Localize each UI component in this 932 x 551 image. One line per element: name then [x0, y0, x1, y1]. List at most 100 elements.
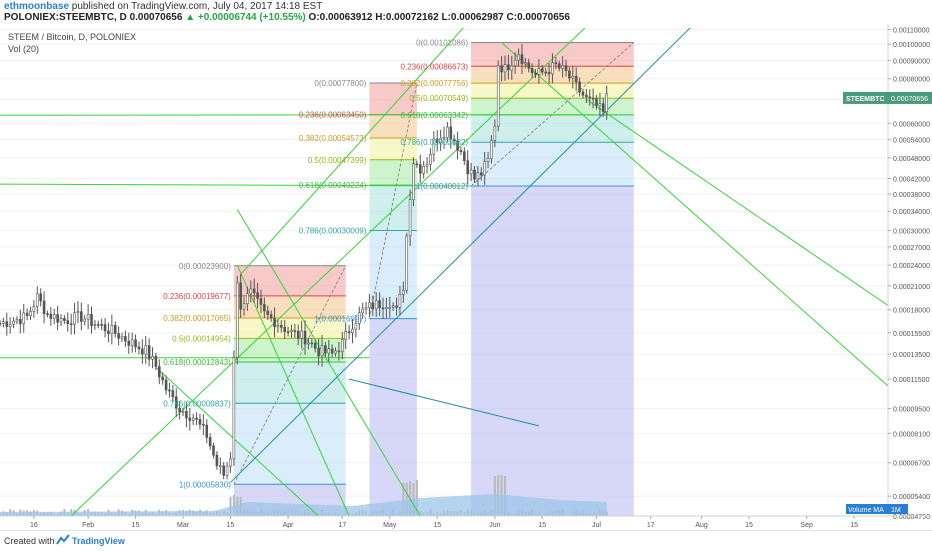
- pane-legend: STEEM / Bitcoin, D, POLONIEX Vol (20): [8, 31, 136, 55]
- symbol: POLONIEX:STEEMBTC, D: [4, 12, 127, 23]
- fib-level-label: 0.236(0.00086673): [400, 62, 468, 71]
- candle-body: [409, 200, 411, 236]
- ohlc-open: O:0.00063912: [309, 12, 373, 23]
- candle-body: [392, 306, 394, 307]
- candle-body: [501, 66, 503, 72]
- symbol-line: POLONIEX:STEEMBTC, D 0.00070656 ▲ +0.000…: [4, 12, 570, 23]
- volume-ma-label: Volume MA: [848, 507, 884, 514]
- candle-body: [243, 304, 245, 309]
- candle-body: [216, 455, 218, 466]
- candle-body: [263, 304, 265, 311]
- x-tick-label: Jun: [489, 522, 500, 529]
- candle-body: [101, 324, 103, 325]
- candle-body: [121, 336, 123, 338]
- candle-body: [504, 65, 506, 72]
- candle-body: [467, 161, 469, 174]
- candle-body: [53, 314, 55, 318]
- tradingview-logo-icon: [56, 534, 70, 546]
- candle-body: [246, 294, 248, 304]
- candle-body: [124, 336, 126, 341]
- candle-body: [558, 64, 560, 68]
- y-tick-label: 0.00021000: [893, 284, 930, 291]
- candle-body: [111, 325, 113, 334]
- candle-body: [528, 63, 530, 69]
- candle-body: [155, 356, 157, 366]
- candle-body: [385, 307, 387, 308]
- footer: Created with TradingView: [0, 530, 932, 551]
- y-tick-label: 0.00009500: [893, 407, 930, 414]
- fib-level-label: 0.5(0.00047399): [308, 156, 367, 165]
- candle-body: [67, 321, 69, 324]
- candle-body: [572, 76, 574, 78]
- candle-body: [179, 408, 181, 412]
- y-tick-label: 0.00080000: [893, 77, 930, 84]
- candle-body: [274, 318, 276, 327]
- candle-body: [301, 331, 303, 338]
- candle-body: [602, 104, 604, 112]
- chart-header: ethmoonbase published on TradingView.com…: [0, 0, 932, 24]
- y-tick-label: 0.00090000: [893, 58, 930, 65]
- candle-body: [521, 55, 523, 64]
- brand-name[interactable]: TradingView: [72, 536, 125, 546]
- y-tick-label: 0.00005400: [893, 494, 930, 501]
- candle-body: [480, 173, 482, 175]
- candle-body: [318, 348, 320, 356]
- candle-body: [280, 325, 282, 327]
- candle-body: [40, 294, 42, 301]
- y-tick-label: 0.00006700: [893, 461, 930, 468]
- candle-body: [233, 358, 235, 459]
- candle-body: [297, 331, 299, 338]
- candle-body: [223, 466, 225, 476]
- candle-body: [429, 154, 431, 164]
- ohlc-close: C:0.00070656: [507, 12, 570, 23]
- candle-body: [257, 293, 259, 299]
- x-tick-label: Aug: [695, 522, 708, 529]
- candle-body: [324, 346, 326, 353]
- candle-body: [446, 127, 448, 137]
- y-tick-label: 0.00018000: [893, 308, 930, 315]
- fib-zone: [471, 186, 634, 516]
- candle-body: [419, 165, 421, 174]
- candle-body: [253, 289, 255, 293]
- price-chart[interactable]: 0(0.00023900)0.236(0.00019677)0.382(0.00…: [0, 24, 932, 530]
- candle-body: [172, 391, 174, 397]
- symbol-tag-label: STEEMBTC: [846, 96, 885, 103]
- candle-body: [497, 66, 499, 126]
- candle-body: [531, 68, 533, 72]
- candle-body: [30, 311, 32, 315]
- x-tick-label: Jul: [592, 522, 601, 529]
- candle-body: [270, 315, 272, 318]
- candle-body: [490, 140, 492, 158]
- y-tick-label: 0.00024000: [893, 263, 930, 270]
- candle-body: [463, 152, 465, 161]
- candle-body: [152, 356, 154, 359]
- fib-zone: [234, 403, 346, 484]
- x-tick-label: 15: [227, 522, 235, 529]
- candle-body: [338, 351, 340, 352]
- candle-body: [477, 173, 479, 179]
- candle-body: [94, 324, 96, 325]
- candle-body: [484, 162, 486, 175]
- x-tick-label: 15: [132, 522, 140, 529]
- candle-body: [219, 466, 221, 467]
- x-tick-label: 17: [647, 522, 655, 529]
- author-link[interactable]: ethmoonbase: [4, 1, 69, 12]
- volume-ma-value: 1M: [891, 507, 901, 514]
- fib-level-label: 0.5(0.00014954): [172, 334, 231, 343]
- candle-body: [168, 390, 170, 391]
- fib-level-label: 0(0.00101086): [416, 38, 468, 47]
- candle-body: [335, 351, 337, 353]
- published-text: published on TradingView.com, July 04, 2…: [72, 1, 323, 12]
- y-tick-label: 0.00042000: [893, 176, 930, 183]
- fib-level-label: 0.382(0.00077756): [400, 79, 468, 88]
- candle-body: [74, 313, 76, 325]
- y-tick-label: 0.00013500: [893, 352, 930, 359]
- candle-body: [541, 69, 543, 72]
- candle-body: [460, 150, 462, 151]
- candle-body: [277, 325, 279, 326]
- candle-body: [365, 307, 367, 309]
- candle-body: [606, 94, 608, 112]
- candle-body: [412, 164, 414, 200]
- candle-body: [514, 60, 516, 66]
- candle-body: [426, 164, 428, 166]
